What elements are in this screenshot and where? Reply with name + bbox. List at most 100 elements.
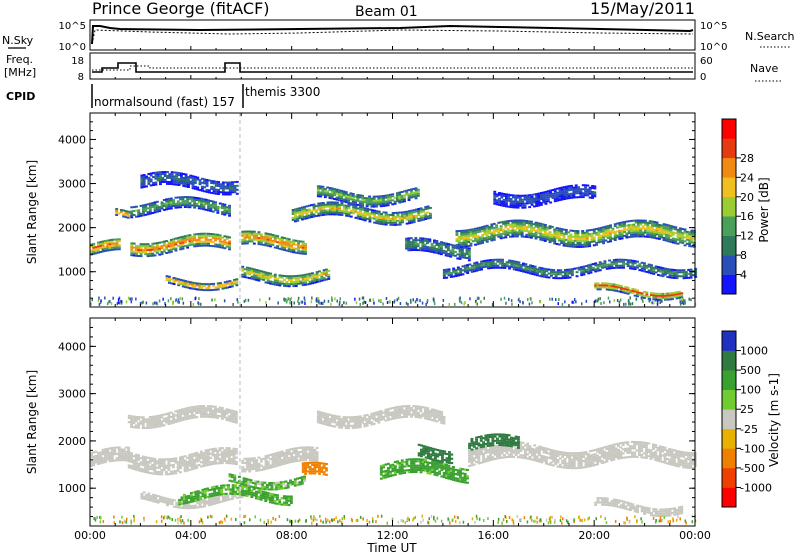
echo-cell [301,446,305,449]
echo-cell [382,302,384,306]
echo-cell [584,268,588,271]
echo-cell [534,233,538,236]
echo-cell [608,288,611,291]
echo-cell [664,231,668,234]
echo-cell [520,231,524,234]
echo-cell [530,222,533,225]
echo-cell [292,249,296,252]
echo-cell [243,470,247,473]
echo-cell [498,201,501,204]
echo-cell [352,206,356,209]
echo-cell [259,468,263,471]
echo-cell [165,466,168,469]
echo-cell [517,263,521,266]
echo-cell [104,248,107,250]
echo-cell [613,299,616,303]
echo-cell [255,467,259,470]
echo-cell [216,462,220,465]
echo-cell [586,194,590,197]
echo-cell [442,422,446,425]
echo-cell [110,447,114,450]
echo-cell [627,236,631,239]
echo-cell [193,179,197,182]
echo-cell [331,203,335,206]
echo-cell [182,179,186,181]
echo-cell [245,464,249,467]
echo-cell [553,228,557,231]
echo-cell [668,272,672,275]
echo-cell [248,238,252,241]
echo-cell [423,417,427,420]
echo-cell [250,240,254,243]
echo-cell [657,292,660,295]
echo-cell [391,203,395,206]
echo-cell [428,418,432,421]
echo-cell [386,194,390,197]
echo-cell [576,240,580,242]
echo-cell [570,188,573,191]
echo-cell [685,236,689,239]
echo-cell [144,420,147,423]
echo-cell [347,195,350,198]
echo-cell [216,408,220,411]
echo-cell [625,220,629,223]
echo-cell [106,447,110,450]
echo-cell [488,238,491,241]
echo-cell [179,282,183,285]
echo-cell [321,414,325,417]
echo-cell [167,414,171,417]
echo-cell [523,229,526,232]
echo-cell [412,209,416,212]
echo-cell [673,271,677,273]
echo-cell [518,198,522,201]
echo-cell [423,249,427,252]
echo-cell [301,248,305,251]
echo-cell [223,414,227,417]
echo-cell [641,233,645,236]
echo-cell [287,248,291,251]
echo-cell [162,417,166,420]
echo-cell [661,298,663,302]
echo-cell [664,292,667,295]
echo-cell [165,246,169,248]
echo-cell [245,236,249,239]
echo-cell [569,245,573,248]
echo-cell [113,238,117,241]
echo-cell [92,250,96,253]
echo-cell [481,230,484,232]
echo-cell [319,206,323,209]
echo-cell [199,411,203,414]
echo-cell [160,205,164,208]
echo-cell [566,270,570,273]
echo-cell [218,242,222,245]
echo-cell [351,424,355,427]
echo-cell [183,200,187,203]
echo-cell [132,242,136,245]
echo-cell [142,214,145,217]
echo-cell [104,240,107,242]
echo-cell [197,232,201,235]
echo-cell [468,464,471,467]
echo-cell [553,232,557,235]
echo-cell [498,192,501,194]
echo-cell [563,186,566,189]
echo-cell [257,462,261,465]
echo-cell [484,261,488,264]
echo-cell [503,266,507,269]
echo-cell [176,244,180,247]
echo-cell [198,183,202,186]
echo-cell [214,205,217,208]
echo-cell [305,213,309,216]
echo-cell [389,221,393,224]
echo-cell [560,234,564,237]
echo-cell [205,283,209,286]
echo-cell [426,248,429,250]
echo-cell [213,412,217,415]
echo-cell [340,193,343,196]
echo-cell [231,191,235,194]
echo-cell [359,206,362,209]
echo-cell [310,214,314,216]
echo-cell [340,426,343,429]
echo-cell [391,221,395,224]
echo-cell [169,199,173,202]
